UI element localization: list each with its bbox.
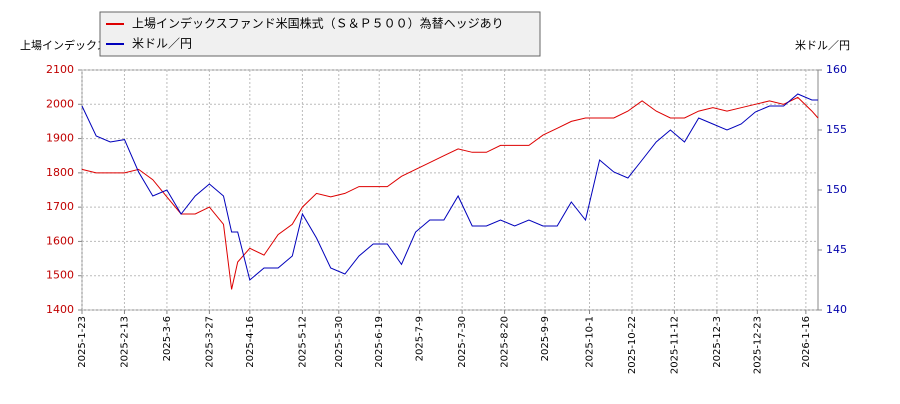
x-tick-label: 2025-2-13 (119, 316, 130, 368)
y-tick-label: 2000 (46, 97, 74, 110)
x-tick-label: 2025-6-19 (374, 316, 385, 368)
y2-tick-label: 145 (826, 243, 847, 256)
x-tick-label: 2025-5-12 (297, 316, 308, 368)
y2-axis-label: 米ドル／円 (795, 39, 850, 52)
x-tick-label: 2025-1-23 (77, 316, 88, 368)
legend-label: 上場インデックスファンド米国株式（Ｓ＆Ｐ５００）為替ヘッジあり (132, 16, 504, 31)
y-tick-label: 1400 (46, 303, 74, 316)
x-tick-label: 2025-5-30 (334, 316, 345, 368)
x-tick-label: 2025-11-12 (669, 316, 680, 374)
legend-label: 米ドル／円 (132, 37, 192, 51)
x-tick-label: 2025-12-3 (712, 316, 723, 368)
x-tick-label: 2025-7-30 (457, 316, 468, 368)
y-axis-label: 上場インデックス (20, 38, 108, 52)
x-tick-label: 2025-10-22 (627, 316, 638, 374)
x-tick-label: 2025-9-9 (540, 316, 551, 361)
plot-frame (81, 69, 819, 311)
y2-tick-label: 155 (826, 123, 847, 136)
y2-tick-label: 160 (826, 63, 847, 76)
series-line (81, 96, 819, 290)
x-tick-label: 2025-12-23 (752, 316, 763, 374)
x-tick-label: 2025-10-1 (585, 316, 596, 368)
y-tick-label: 1600 (46, 234, 74, 247)
y2-tick-label: 140 (826, 303, 847, 316)
x-tick-label: 2025-8-20 (500, 316, 511, 368)
series-line (81, 93, 818, 281)
y-tick-label: 1500 (46, 269, 74, 282)
x-tick-label: 2025-3-27 (204, 316, 215, 368)
x-tick-label: 2025-4-16 (245, 316, 256, 368)
x-tick-label: 2025-3-6 (162, 316, 173, 361)
x-tick-label: 2025-7-9 (415, 316, 426, 361)
y-tick-label: 1900 (46, 132, 74, 145)
legend (99, 11, 541, 57)
y-tick-label: 1700 (46, 200, 74, 213)
x-tick-label: 2026-1-16 (801, 316, 812, 368)
y-tick-label: 2100 (46, 63, 74, 76)
y-tick-label: 1800 (46, 166, 74, 179)
y2-tick-label: 150 (826, 183, 847, 196)
